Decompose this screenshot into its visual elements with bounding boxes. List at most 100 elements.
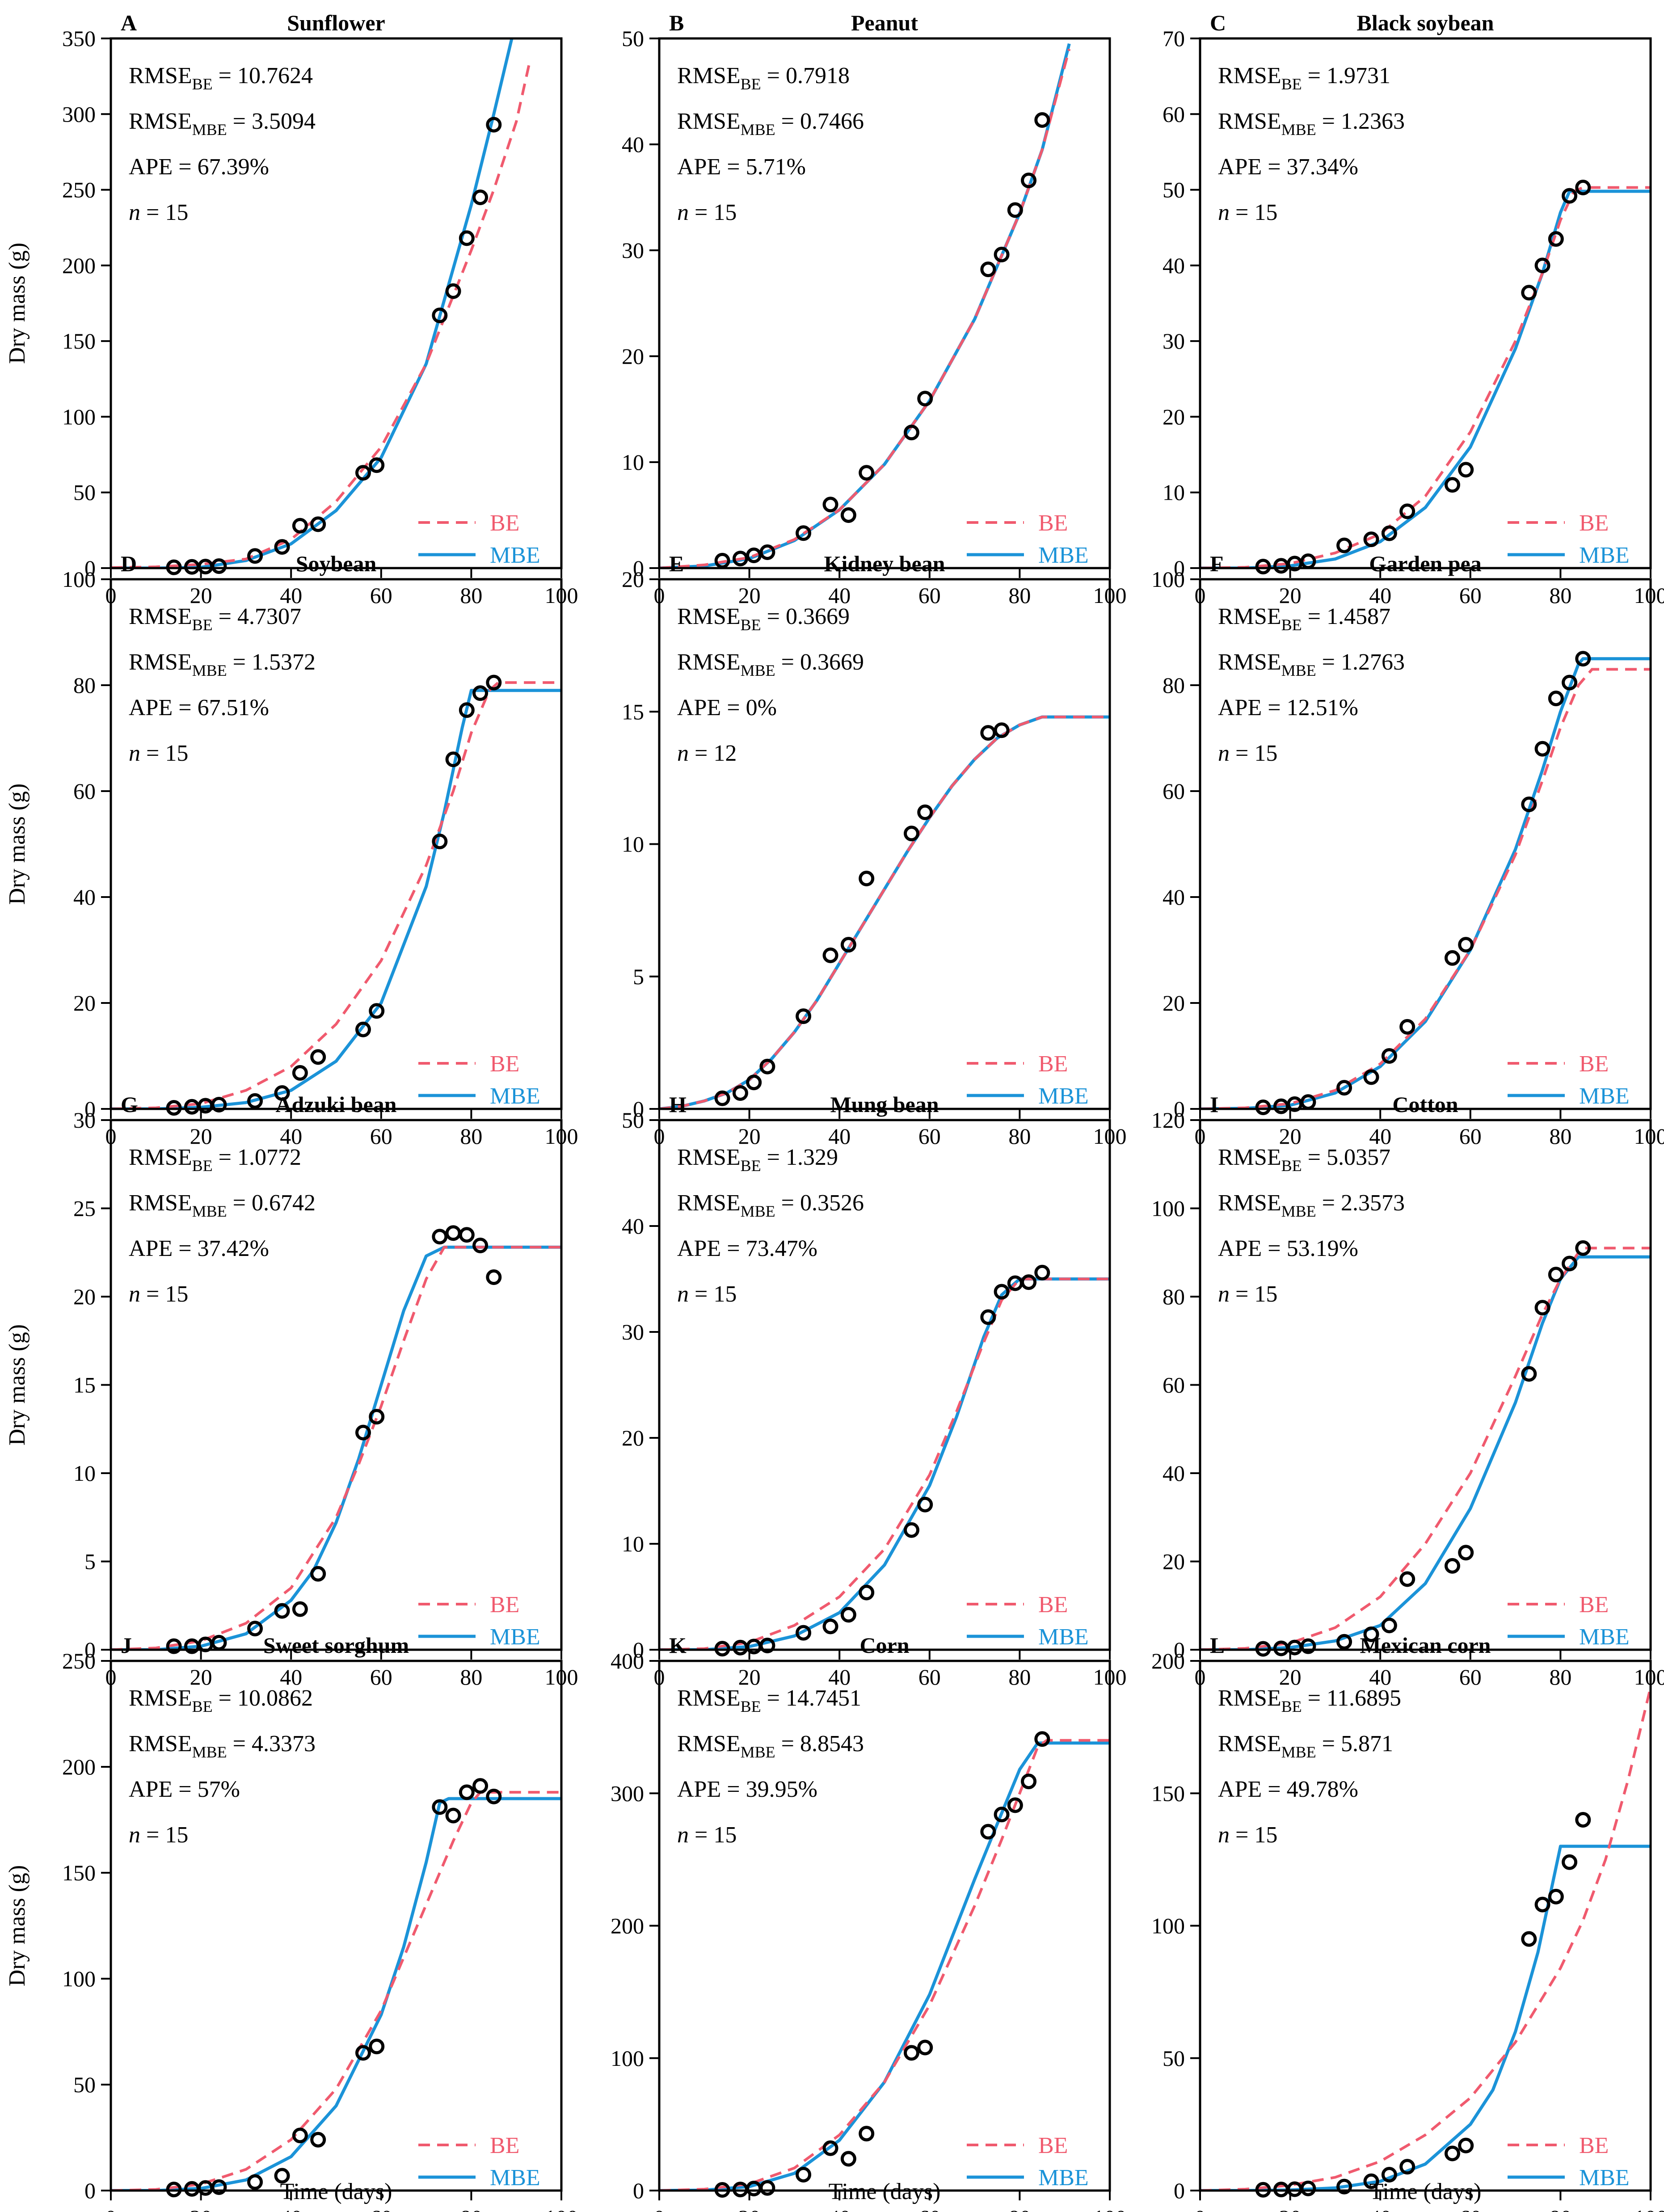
- y-tick-label: 250: [62, 177, 96, 202]
- panel-letter: I: [1210, 1092, 1218, 1117]
- mbe-series-line: [659, 715, 1110, 1109]
- data-point: [1444, 950, 1460, 966]
- legend-be-label: BE: [1038, 1592, 1068, 1618]
- data-point: [1034, 1731, 1050, 1747]
- x-tick-label: 80: [1549, 1124, 1571, 1149]
- data-point: [1521, 1931, 1537, 1947]
- stat-n: n = 15: [677, 200, 737, 225]
- panel-letter: A: [121, 10, 137, 35]
- y-tick-label: 100: [62, 1966, 96, 1991]
- y-tick-label: 350: [62, 26, 96, 51]
- x-tick-label: 60: [1459, 583, 1482, 608]
- data-point: [903, 1522, 919, 1538]
- x-tick-label: 40: [280, 1664, 302, 1690]
- x-tick-label: 80: [1008, 2205, 1031, 2212]
- stat-n: n = 15: [1218, 1822, 1277, 1848]
- data-point: [746, 548, 762, 564]
- panel-letter: J: [121, 1633, 132, 1658]
- stat-rmse-mbe: RMSEMBE = 8.8543: [677, 1731, 864, 1761]
- data-point: [1363, 2173, 1379, 2189]
- y-tick-label: 40: [1163, 885, 1185, 910]
- data-point: [1381, 1048, 1397, 1064]
- y-tick-label: 40: [1163, 1461, 1185, 1486]
- data-point: [486, 1788, 502, 1804]
- data-point: [1534, 741, 1550, 757]
- data-point: [903, 2045, 919, 2061]
- x-tick-label: 100: [1634, 1664, 1664, 1690]
- data-point: [759, 1058, 775, 1074]
- stat-n: n = 15: [1218, 1281, 1277, 1307]
- x-tick-label: 40: [1369, 1664, 1391, 1690]
- stat-ape: APE = 0%: [677, 695, 777, 720]
- data-point: [980, 1309, 996, 1325]
- mbe-series-line: [1200, 190, 1651, 568]
- x-tick-label: 20: [1279, 2205, 1302, 2212]
- y-tick-label: 50: [73, 480, 96, 505]
- data-point: [1444, 1558, 1460, 1574]
- data-point: [486, 117, 502, 133]
- data-point: [840, 507, 856, 523]
- y-tick-label: 30: [1163, 329, 1185, 354]
- stat-ape: APE = 67.39%: [129, 154, 269, 180]
- x-tick-label: 100: [1634, 2205, 1664, 2212]
- stat-ape: APE = 37.34%: [1218, 154, 1358, 180]
- x-tick-label: 20: [738, 583, 761, 608]
- data-point: [917, 1496, 933, 1513]
- y-tick-label: 20: [622, 1425, 644, 1450]
- x-tick-label: 80: [1549, 2205, 1571, 2212]
- y-tick-label: 25: [73, 1196, 96, 1221]
- panel-title: Adzuki bean: [276, 1092, 397, 1117]
- data-point: [355, 1424, 371, 1441]
- plot-frame: [110, 37, 563, 569]
- stat-ape: APE = 57%: [129, 1777, 240, 1802]
- legend-be-label: BE: [1579, 1051, 1609, 1077]
- data-point: [459, 230, 475, 246]
- y-tick-label: 100: [1151, 1913, 1185, 1938]
- mbe-series-line: [1200, 1255, 1651, 1650]
- panel-i: 0 20 40 60 80 100 0 20 40 60 80 100 120 I Cotton RMSEBE…: [1151, 1092, 1664, 1690]
- y-tick-label: 300: [62, 101, 96, 126]
- data-point: [1575, 179, 1591, 195]
- data-point: [292, 1065, 308, 1081]
- y-tick-label: 10: [622, 832, 644, 857]
- data-point: [247, 548, 263, 564]
- stat-rmse-mbe: RMSEMBE = 4.3373: [129, 1731, 316, 1761]
- be-series-line: [111, 1246, 561, 1650]
- data-point: [840, 1607, 856, 1623]
- y-axis-title: Dry mass (g): [4, 1865, 30, 1987]
- y-tick-label: 0: [633, 1096, 644, 1121]
- data-point: [1562, 188, 1578, 204]
- x-tick-label: 40: [1369, 583, 1391, 608]
- data-point: [310, 1566, 326, 1582]
- stat-rmse-be: RMSEBE = 14.7451: [677, 1685, 861, 1715]
- panel-title: Mung bean: [830, 1092, 939, 1117]
- x-tick-label: 20: [190, 583, 212, 608]
- legend-be-label: BE: [1579, 2133, 1609, 2158]
- plot-frame: [658, 578, 1111, 1110]
- y-tick-label: 100: [611, 2046, 644, 2071]
- be-series-line: [111, 61, 531, 568]
- stat-rmse-be: RMSEBE = 0.7918: [677, 63, 850, 93]
- be-series-line: [111, 1791, 561, 2191]
- y-tick-label: 0: [633, 556, 644, 581]
- data-point: [486, 1269, 502, 1285]
- legend-mbe-label: MBE: [1038, 1083, 1089, 1109]
- data-point: [1381, 1618, 1397, 1634]
- y-tick-label: 200: [62, 1754, 96, 1779]
- data-point: [445, 1808, 461, 1824]
- y-tick-label: 40: [73, 885, 96, 910]
- data-point: [369, 1409, 385, 1425]
- data-point: [1255, 559, 1271, 575]
- data-point: [355, 1021, 371, 1037]
- panel-title: Peanut: [851, 10, 918, 35]
- y-tick-label: 10: [622, 1531, 644, 1556]
- y-tick-label: 40: [1163, 253, 1185, 278]
- legend-be-label: BE: [490, 2133, 519, 2158]
- stat-ape: APE = 49.78%: [1218, 1777, 1358, 1802]
- stat-rmse-mbe: RMSEMBE = 2.3573: [1218, 1190, 1405, 1220]
- stat-ape: APE = 73.47%: [677, 1236, 817, 1261]
- data-point: [355, 465, 371, 481]
- data-point: [714, 552, 730, 569]
